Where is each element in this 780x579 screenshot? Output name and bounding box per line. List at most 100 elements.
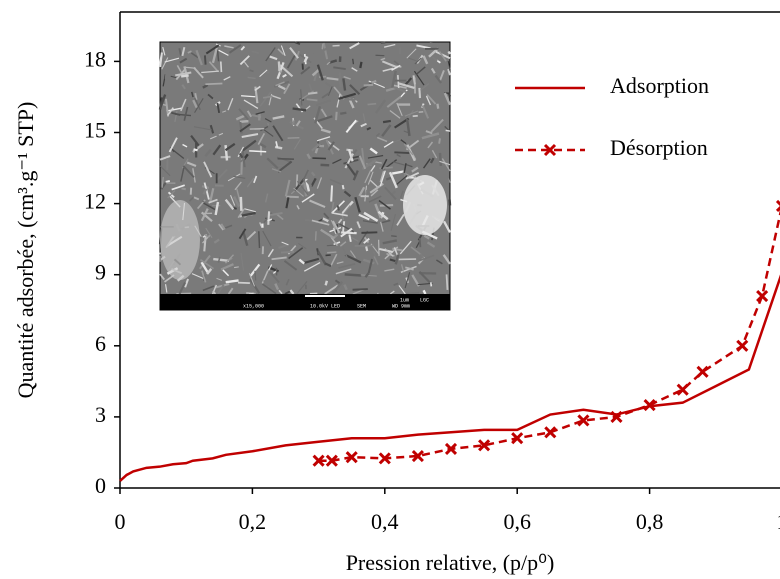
inset-texture: [392, 247, 403, 252]
inset-texture: [358, 155, 367, 170]
y-axis-label: Quantité adsorbée, (cm³.g⁻¹ STP): [13, 102, 38, 399]
inset-texture: [400, 264, 405, 272]
inset-texture: [370, 164, 376, 172]
inset-texture: [181, 84, 186, 90]
inset-texture: [313, 73, 318, 82]
inset-texture: [243, 99, 259, 109]
inset-texture: [442, 254, 451, 265]
inset-texture: [399, 240, 412, 255]
inset-texture: [324, 280, 329, 286]
inset-texture: [207, 93, 214, 100]
inset-texture: [346, 163, 357, 176]
x-tick-label: 0,2: [239, 509, 267, 534]
inset-texture: [380, 57, 386, 61]
inset-texture: [159, 273, 165, 281]
inset-texture: [262, 128, 274, 137]
inset-texture: [201, 200, 211, 207]
point-marker: [325, 454, 338, 467]
inset-texture: [248, 292, 254, 295]
inset-texture: [262, 95, 273, 99]
inset-texture: [181, 46, 186, 57]
inset-texture: [271, 168, 282, 173]
inset-texture: [202, 188, 208, 195]
inset-texture: [333, 241, 341, 246]
inset-texture: [269, 55, 278, 61]
inset-texture: [240, 45, 246, 51]
inset-texture: [168, 137, 178, 153]
inset-texture: [349, 42, 360, 50]
inset-texture: [345, 119, 357, 133]
inset-texture: [405, 118, 411, 137]
inset-texture: [298, 242, 307, 250]
inset-texture: [218, 223, 224, 231]
inset-texture: [337, 218, 343, 224]
inset-texture: [438, 70, 445, 82]
inset-texture: [206, 268, 213, 275]
inset-texture: [445, 274, 449, 290]
inset-texture: [262, 230, 272, 247]
inset-texture: [254, 85, 261, 92]
inset-texture: [360, 122, 367, 128]
inset-texture: [381, 60, 398, 69]
inset-texture: [363, 83, 374, 87]
inset-texture: [397, 75, 400, 89]
inset-texture: [234, 266, 239, 269]
inset-texture: [408, 57, 417, 62]
inset-texture: [340, 227, 353, 238]
inset-texture: [429, 42, 442, 46]
inset-texture: [358, 186, 366, 197]
inset-texture: [237, 281, 250, 285]
inset-texture: [255, 111, 265, 115]
inset-texture: [240, 253, 245, 271]
inset-texture: [158, 94, 167, 110]
inset-texture: [330, 219, 337, 232]
inset-texture: [259, 142, 267, 149]
inset-texture: [164, 57, 180, 63]
inset-texture: [191, 91, 194, 98]
inset-texture: [204, 234, 210, 238]
point-marker: [345, 451, 358, 464]
inset-texture: [169, 150, 173, 155]
inset-texture: [438, 152, 443, 167]
inset-texture: [242, 230, 249, 246]
inset-texture: [361, 231, 378, 234]
inset-texture: [418, 87, 422, 99]
inset-texture: [294, 41, 301, 46]
inset-texture: [166, 107, 183, 112]
inset-texture: [201, 70, 220, 74]
inset-texture: [268, 270, 280, 284]
inset-texture: [403, 143, 414, 156]
point-marker: [610, 410, 623, 423]
inset-texture: [447, 50, 452, 55]
inset-texture: [321, 92, 330, 99]
inset-texture: [349, 250, 356, 259]
inset-texture: [258, 231, 261, 249]
inset-texture: [208, 198, 218, 204]
inset-texture: [220, 263, 234, 271]
inset-texture: [326, 244, 338, 247]
inset-texture: [264, 193, 269, 203]
inset-texture: [445, 129, 451, 132]
inset-texture: [292, 107, 307, 112]
inset-label: 1um: [400, 297, 409, 303]
inset-texture: [330, 185, 334, 202]
inset-texture: [399, 190, 404, 199]
inset-texture: [203, 55, 207, 65]
inset-texture: [344, 273, 362, 277]
inset-texture: [212, 144, 222, 156]
inset-texture: [420, 83, 430, 91]
inset-texture: [367, 258, 374, 274]
inset-texture: [434, 74, 443, 84]
inset-texture: [253, 175, 258, 184]
inset-texture: [367, 154, 384, 159]
inset-texture: [243, 61, 249, 68]
inset-texture: [439, 160, 451, 166]
inset-texture: [383, 43, 396, 48]
inset-texture: [377, 210, 389, 221]
inset-texture: [227, 97, 234, 111]
inset-texture: [199, 259, 215, 270]
inset-texture: [222, 110, 227, 113]
inset-texture: [246, 230, 257, 241]
inset-texture: [438, 50, 447, 62]
inset-texture: [190, 134, 200, 147]
